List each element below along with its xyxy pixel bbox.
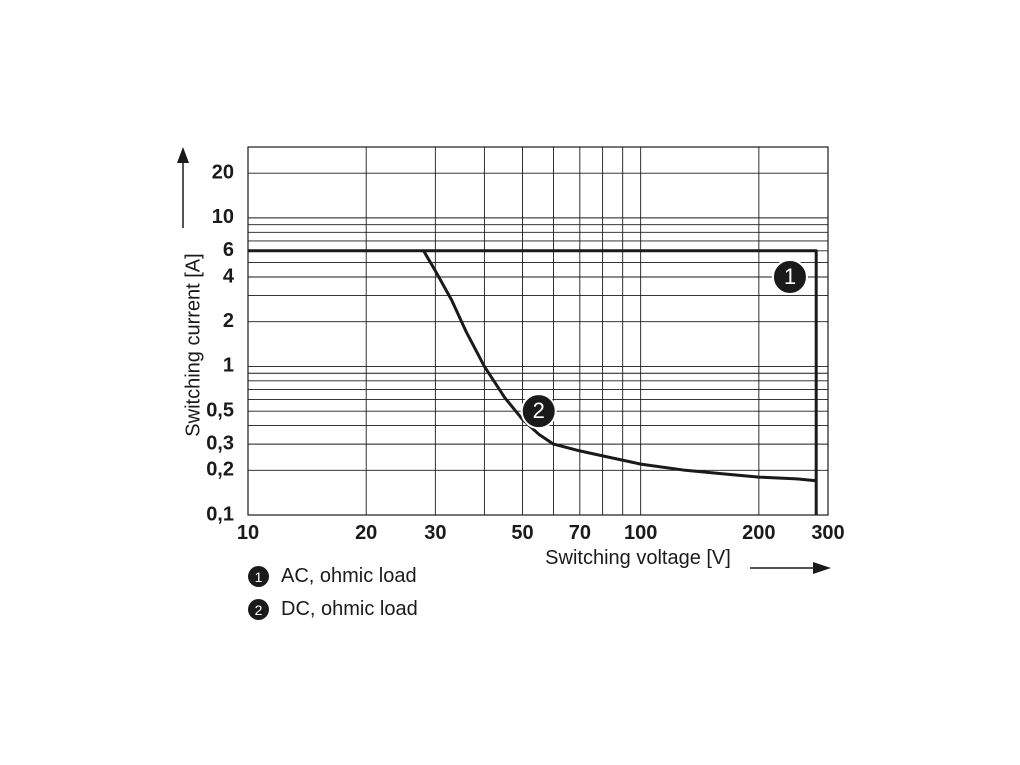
legend-label-ac: AC, ohmic load (281, 565, 417, 587)
legend: 1 AC, ohmic load 2 DC, ohmic load (248, 560, 418, 626)
x-tick-label: 20 (355, 522, 377, 544)
x-tick-label: 200 (742, 522, 775, 544)
x-tick-label: 10 (237, 522, 259, 544)
series-marker-label: 2 (533, 398, 545, 423)
y-gridlines (248, 146, 828, 516)
x-axis-label-group: Switching voltage [V] (545, 547, 831, 574)
y-tick-label: 1 (223, 355, 234, 377)
series-markers: 12 (520, 258, 808, 430)
series-group (248, 249, 818, 515)
y-tick-label: 6 (223, 239, 234, 261)
plot-frame (247, 146, 829, 516)
x-tick-label: 30 (424, 522, 446, 544)
x-axis-label: Switching voltage [V] (545, 547, 731, 569)
legend-marker-1: 1 (248, 566, 269, 587)
legend-item-dc: 2 DC, ohmic load (248, 593, 418, 626)
legend-item-ac: 1 AC, ohmic load (248, 560, 418, 593)
x-tick-label: 100 (624, 522, 657, 544)
series-marker-1 (771, 258, 808, 295)
legend-marker-2: 2 (248, 599, 269, 620)
x-tick-label: 50 (511, 522, 533, 544)
y-tick-label: 10 (212, 206, 234, 228)
x-tick-label: 70 (569, 522, 591, 544)
series-marker-label: 1 (784, 264, 796, 289)
y-tick-label: 0,3 (206, 432, 234, 454)
y-tick-label: 2 (223, 310, 234, 332)
x-gridlines (247, 147, 829, 515)
y-tick-label: 20 (212, 161, 234, 183)
x-tick-label: 300 (811, 522, 844, 544)
y-tick-labels: 0,1 0,2 0,3 0,5 1 2 4 6 10 20 (206, 161, 235, 525)
series-marker-2 (520, 393, 557, 430)
x-axis-arrow-head (813, 562, 831, 574)
y-axis-label-group: Switching current [A] (177, 147, 204, 437)
series-line-1 (248, 249, 818, 515)
y-tick-label: 0,2 (206, 459, 234, 481)
y-tick-label: 4 (223, 265, 235, 287)
x-tick-labels: 10 20 30 50 70 100 200 300 (237, 522, 845, 544)
y-tick-label: 0,1 (206, 503, 234, 525)
y-axis-arrow-head (177, 147, 189, 163)
y-tick-label: 0,5 (206, 399, 234, 421)
y-axis-label: Switching current [A] (182, 253, 204, 436)
series-line-2 (422, 250, 817, 483)
legend-label-dc: DC, ohmic load (281, 598, 418, 620)
